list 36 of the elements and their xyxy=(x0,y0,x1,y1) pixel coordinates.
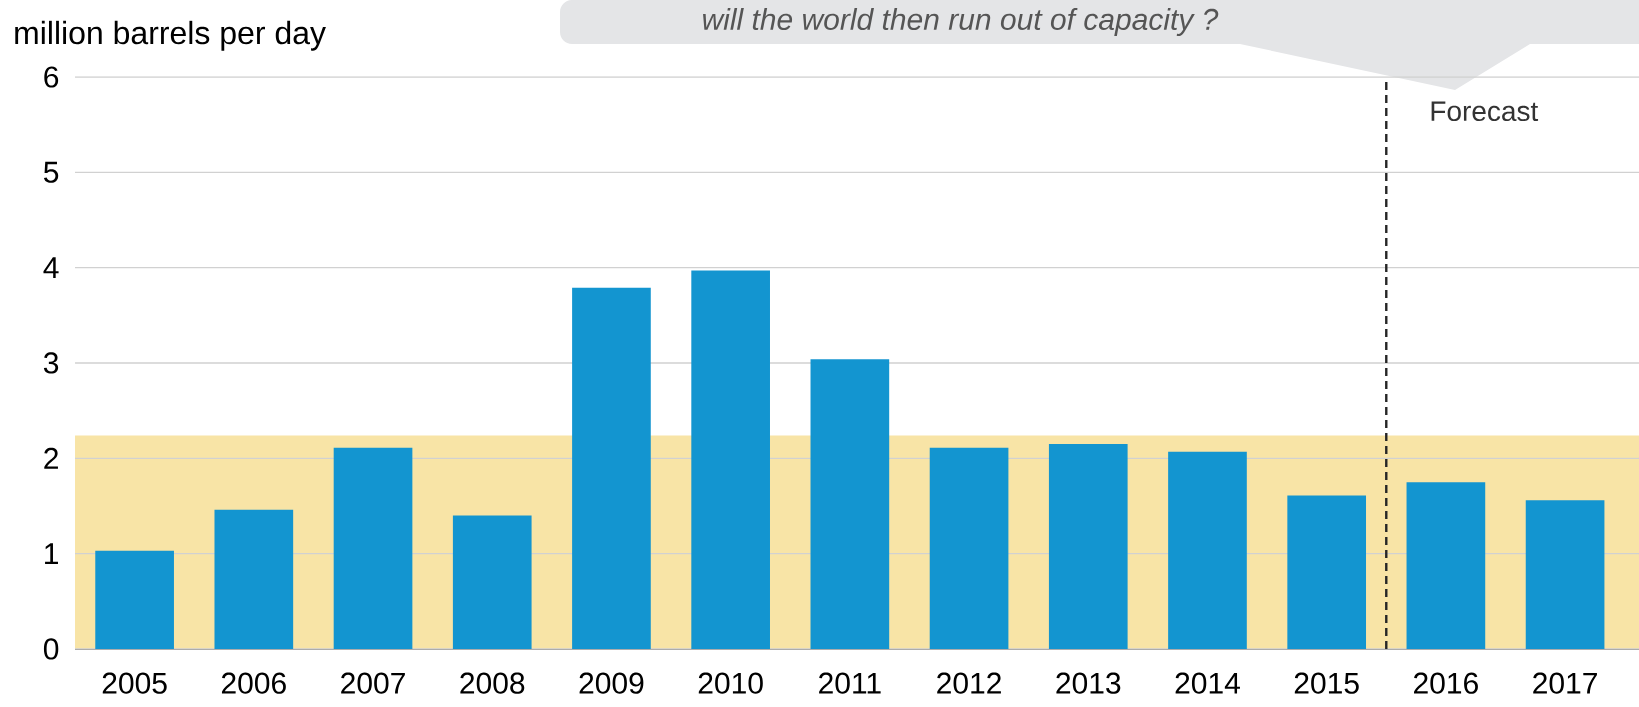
x-tick-label: 2011 xyxy=(819,672,881,694)
bar xyxy=(929,447,1009,649)
x-tick-label: 2012 xyxy=(937,672,1001,694)
bar xyxy=(1048,444,1128,649)
x-tick-label: 2009 xyxy=(579,672,644,694)
bar xyxy=(691,270,770,649)
bar xyxy=(810,359,890,649)
text: will the world then run out of capacity ? xyxy=(703,8,1219,36)
y-axis-title: million barrels per day xyxy=(15,20,326,51)
y-tick-label: 1 xyxy=(45,543,58,564)
y-tick-label: 6 xyxy=(44,66,59,88)
bar xyxy=(1287,495,1367,649)
y-tick-label: 5 xyxy=(43,161,59,183)
y-tick-label: 2 xyxy=(44,447,58,469)
x-tick-label: 2006 xyxy=(221,672,286,694)
bar xyxy=(1168,451,1247,649)
x-tick-label: 2016 xyxy=(1414,672,1478,694)
x-tick-label: 2017 xyxy=(1533,672,1597,694)
x-tick-label: 2005 xyxy=(102,672,167,694)
bar xyxy=(452,515,532,649)
y-tick-label: 0 xyxy=(43,638,59,660)
y-tick-label: 3 xyxy=(43,352,59,374)
x-tick-label: 2013 xyxy=(1056,672,1121,694)
bar xyxy=(1525,500,1605,649)
bar xyxy=(95,550,174,649)
x-tick-label: 2010 xyxy=(698,672,763,694)
bar xyxy=(214,509,294,649)
ref-line-label: Forecast xyxy=(1431,101,1539,122)
x-tick-label: 2014 xyxy=(1175,672,1240,694)
x-tick-label: 2007 xyxy=(341,672,405,694)
y-tick-label: 4 xyxy=(43,257,59,278)
bar xyxy=(1406,482,1486,649)
x-tick-label: 2008 xyxy=(460,672,525,694)
bar xyxy=(333,447,413,649)
bar xyxy=(572,287,651,649)
x-tick-label: 2015 xyxy=(1294,672,1359,694)
